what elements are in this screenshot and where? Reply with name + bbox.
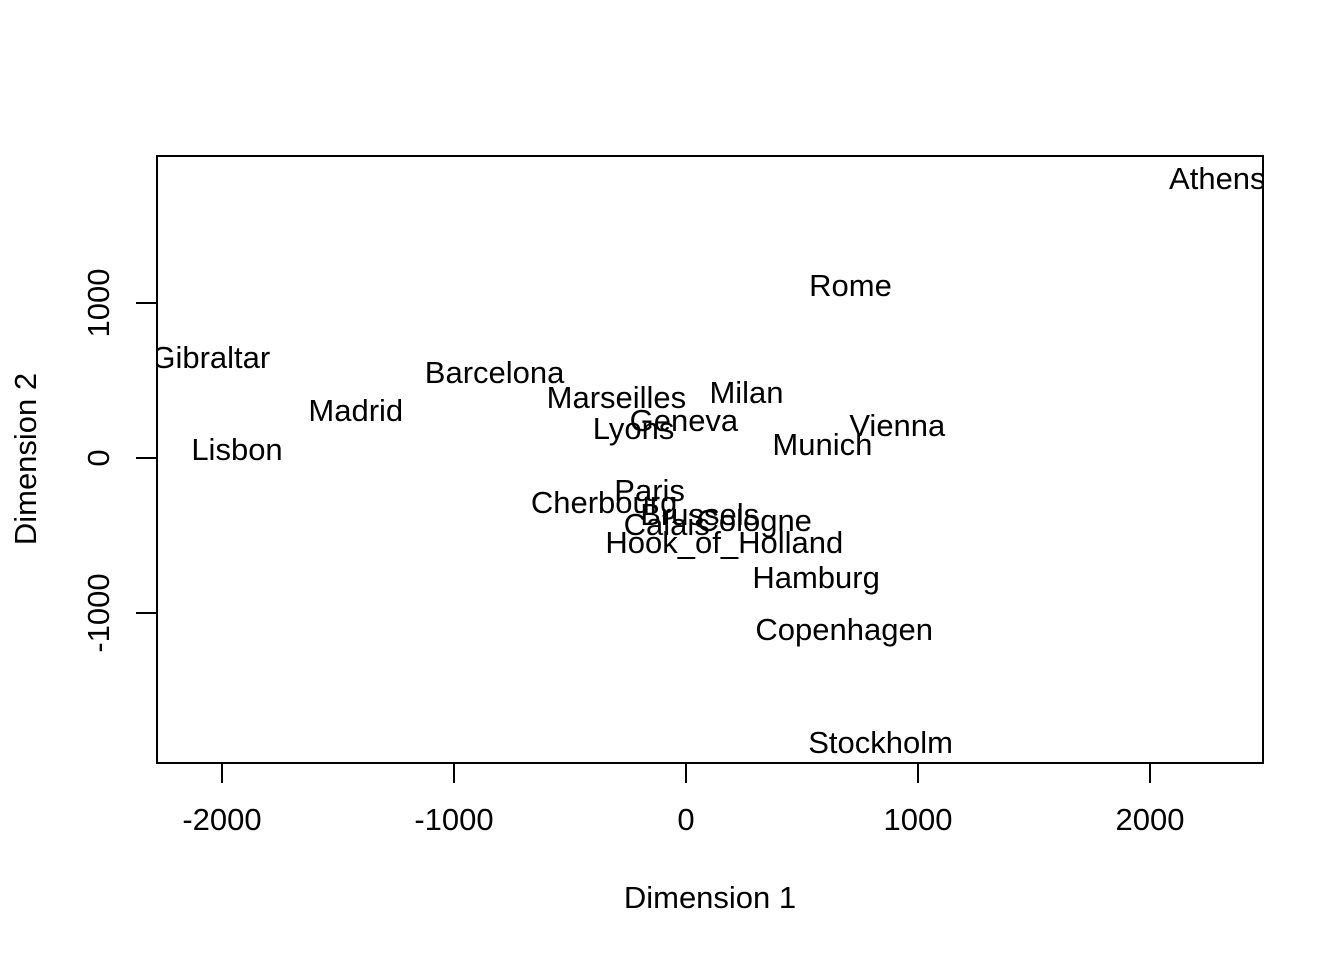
x-axis-tick <box>453 763 455 783</box>
y-axis-tick <box>136 456 157 459</box>
city-label-milan: Milan <box>709 375 784 411</box>
city-label-gibraltar: Gibraltar <box>157 340 271 376</box>
city-label-copenhagen: Copenhagen <box>755 611 933 647</box>
city-label-munich: Munich <box>772 427 873 463</box>
city-label-calais: Calais <box>623 506 710 542</box>
y-axis-title: Dimension 2 <box>8 372 43 546</box>
y-axis-tick <box>136 612 157 614</box>
x-axis-tick <box>917 763 919 783</box>
y-axis-tick-label: 0 <box>81 449 116 467</box>
city-label-brussels: Brussels <box>640 496 760 532</box>
city-label-stockholm: Stockholm <box>808 724 953 760</box>
x-axis-tick-label: -1000 <box>414 802 494 837</box>
city-label-cherbourg: Cherbourg <box>530 485 678 521</box>
y-axis-tick <box>136 301 157 304</box>
x-axis-tick-label: -2000 <box>182 802 262 837</box>
y-axis-tick-label: 1000 <box>81 268 116 338</box>
plot-area: Athens Barcelona Brussels Calais Cherbourg Co… <box>157 156 1263 763</box>
city-label-madrid: Madrid <box>308 392 404 428</box>
x-axis-tick <box>1149 763 1151 783</box>
city-label-lyons: Lyons <box>592 410 675 446</box>
x-axis-tick <box>685 763 687 783</box>
city-label-geneva: Geneva <box>629 402 739 438</box>
x-axis-tick-label: 1000 <box>883 802 953 837</box>
y-axis-tick-label: -1000 <box>81 573 116 653</box>
city-label-cologne: Cologne <box>696 502 812 538</box>
x-axis-title: Dimension 1 <box>623 880 797 915</box>
city-label-rome: Rome <box>809 267 892 303</box>
x-axis-tick <box>221 763 223 783</box>
x-axis-tick-label: 2000 <box>1115 802 1185 837</box>
city-label-barcelona: Barcelona <box>424 355 565 391</box>
city-label-hamburg: Hamburg <box>752 559 880 595</box>
city-label-hook_of_holland: Hook_of_Holland <box>605 524 844 560</box>
city-label-marseilles: Marseilles <box>546 379 687 415</box>
city-label-paris: Paris <box>614 472 685 508</box>
x-axis-tick-label: 0 <box>677 802 695 837</box>
city-label-lisbon: Lisbon <box>191 432 283 468</box>
city-label-athens: Athens <box>1169 161 1263 197</box>
city-label-vienna: Vienna <box>849 407 946 443</box>
